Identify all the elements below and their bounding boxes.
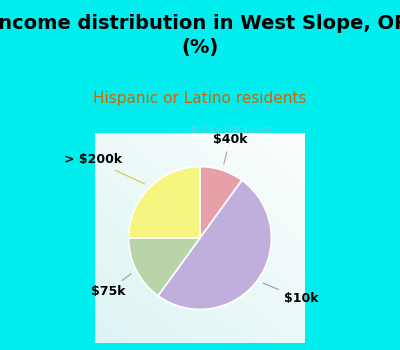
Text: > $200k: > $200k	[64, 153, 144, 184]
Wedge shape	[128, 167, 200, 238]
Wedge shape	[200, 167, 242, 238]
Wedge shape	[158, 180, 271, 309]
Text: Income distribution in West Slope, OR
(%): Income distribution in West Slope, OR (%…	[0, 14, 400, 56]
Text: $40k: $40k	[212, 133, 247, 164]
Wedge shape	[128, 238, 200, 296]
Text: $10k: $10k	[263, 283, 318, 305]
Text: ⚙ City-Data.com: ⚙ City-Data.com	[190, 125, 271, 135]
Text: Hispanic or Latino residents: Hispanic or Latino residents	[93, 91, 307, 106]
Text: $75k: $75k	[90, 274, 131, 298]
